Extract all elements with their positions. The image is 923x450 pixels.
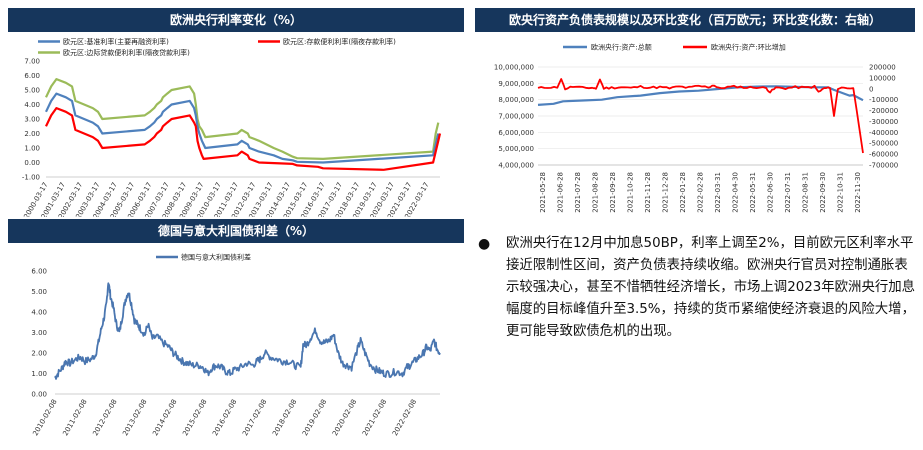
x-tick-label: 2011-02-08 bbox=[61, 398, 88, 437]
x-tick-label: 2018-02-08 bbox=[271, 398, 298, 437]
x-tick-label: 2022-02-28 bbox=[697, 172, 705, 213]
y-tick-label: 2.00 bbox=[24, 130, 40, 138]
x-tick-label: 2022-04-30 bbox=[732, 172, 740, 213]
rates-chart: 7.006.005.004.003.002.001.000.00-1.00200… bbox=[22, 37, 442, 217]
y2-tick-label: -700000 bbox=[869, 162, 898, 170]
balance-sheet-chart-title: 欧央行资产负债表规模以及环比变化（百万欧元；环比变化数：右轴） bbox=[475, 8, 915, 32]
x-tick-label: 2021-07-28 bbox=[574, 172, 582, 213]
x-tick-label: 2021-06-28 bbox=[557, 172, 565, 213]
x-tick-label: 2021-08-28 bbox=[592, 172, 600, 213]
y-tick-label: 3.00 bbox=[24, 116, 40, 124]
x-tick-label: 2022-09-30 bbox=[819, 172, 827, 213]
y2-tick-label: 200000 bbox=[869, 64, 896, 72]
y-tick-label: 6,000,000 bbox=[498, 129, 534, 137]
y-tick-label: -1.00 bbox=[22, 174, 40, 182]
spread-chart-title: 德国与意大利国债利差（%） bbox=[8, 219, 464, 243]
x-tick-label: 2021-02-08 bbox=[361, 398, 388, 437]
x-tick-label: 2022-07-31 bbox=[784, 172, 792, 213]
x-tick-label: 2013-02-08 bbox=[121, 398, 148, 437]
legend-label: 欧洲央行:资产:总额 bbox=[591, 43, 652, 52]
x-tick-label: 2022-10-31 bbox=[837, 172, 845, 213]
x-tick-label: 2020-02-08 bbox=[331, 398, 358, 437]
x-tick-label: 2022-08-31 bbox=[802, 172, 810, 213]
x-tick-label: 2021-11-28 bbox=[644, 172, 652, 213]
x-tick-label: 2017-02-08 bbox=[241, 398, 268, 437]
x-tick-label: 2021-09-28 bbox=[609, 172, 617, 213]
y2-tick-label: 0 bbox=[869, 85, 873, 93]
y2-tick-label: 100000 bbox=[869, 74, 896, 82]
y-tick-label: 5.00 bbox=[24, 87, 40, 95]
y-tick-label: 1.00 bbox=[31, 370, 47, 378]
y-tick-label: 5,000,000 bbox=[498, 145, 534, 153]
y-tick-label: 0.00 bbox=[31, 391, 47, 399]
y-tick-label: 4.00 bbox=[24, 101, 40, 109]
y2-tick-label: -400000 bbox=[869, 129, 898, 137]
y2-tick-label: -300000 bbox=[869, 118, 898, 126]
rates-chart-title: 欧洲央行利率变化（%） bbox=[8, 8, 464, 32]
series-line-weekly-change bbox=[537, 78, 864, 154]
legend-label: 欧元区:基准利率(主要再融资利率) bbox=[63, 37, 169, 46]
y-tick-label: 4.00 bbox=[31, 309, 47, 317]
y2-tick-label: -200000 bbox=[869, 107, 898, 115]
commentary-bullet: ● 欧洲央行在12月中加息50BP，利率上调至2%，目前欧元区利率水平接近限制性… bbox=[478, 233, 916, 343]
series-line-0 bbox=[45, 92, 440, 164]
x-tick-label: 2019-02-08 bbox=[301, 398, 328, 437]
y-tick-label: 6.00 bbox=[24, 72, 40, 80]
x-tick-label: 2021-12-28 bbox=[662, 172, 670, 213]
balance-sheet-chart: 10,000,000 9,000,000 8,000,000 7,000,000 6,0… bbox=[494, 43, 898, 213]
series-line-spread bbox=[54, 282, 441, 380]
series-line-total-assets bbox=[537, 85, 864, 106]
y-tick-label: 4,000,000 bbox=[498, 162, 534, 170]
y-tick-label: 10,000,000 bbox=[494, 64, 534, 72]
x-tick-label: 2022-02-08 bbox=[391, 398, 418, 437]
y2-tick-label: -100000 bbox=[869, 96, 898, 104]
y-tick-label: 0.00 bbox=[24, 159, 40, 167]
y-tick-label: 3.00 bbox=[31, 329, 47, 337]
x-tick-label: 2016-02-08 bbox=[211, 398, 238, 437]
y2-tick-label: -600000 bbox=[869, 151, 898, 159]
y-tick-label: 5.00 bbox=[31, 288, 47, 296]
x-tick-label: 2022-11-30 bbox=[854, 172, 862, 213]
x-tick-label: 2022-06-30 bbox=[767, 172, 775, 213]
x-tick-label: 2021-10-28 bbox=[627, 172, 635, 213]
x-tick-label: 2021-05-28 bbox=[539, 172, 547, 213]
legend-label: 欧洲央行:资产:环比增加 bbox=[711, 43, 786, 52]
legend-label: 欧元区:边际贷款便利利率(隔夜贷款利率) bbox=[63, 48, 190, 57]
legend-label: 欧元区:存款便利利率(隔夜存款利率) bbox=[283, 37, 396, 46]
y-tick-label: 7.00 bbox=[24, 58, 40, 66]
series-line-2 bbox=[45, 78, 440, 160]
y2-tick-label: -500000 bbox=[869, 140, 898, 148]
y-tick-label: 9,000,000 bbox=[498, 80, 534, 88]
x-tick-label: 2012-02-08 bbox=[91, 398, 118, 437]
y-tick-label: 1.00 bbox=[24, 145, 40, 153]
x-tick-label: 2014-02-08 bbox=[151, 398, 178, 437]
commentary-text: 欧洲央行在12月中加息50BP，利率上调至2%，目前欧元区利率水平接近限制性区间… bbox=[506, 236, 916, 339]
x-tick-label: 2022-05-31 bbox=[749, 172, 757, 213]
y-tick-label: 7,000,000 bbox=[498, 113, 534, 121]
y-tick-label: 6.00 bbox=[31, 268, 47, 276]
series-line-1 bbox=[45, 107, 442, 171]
y-tick-label: 2.00 bbox=[31, 350, 47, 358]
y-tick-label: 8,000,000 bbox=[498, 96, 534, 104]
legend-label: 德国与意大利国债利差 bbox=[181, 253, 251, 262]
x-tick-label: 2022-03-31 bbox=[714, 172, 722, 213]
x-tick-label: 2015-02-08 bbox=[181, 398, 208, 437]
x-tick-label: 2022-01-28 bbox=[679, 172, 687, 213]
x-tick-label: 2010-02-08 bbox=[31, 398, 58, 437]
bullet-dot-icon: ● bbox=[478, 236, 491, 252]
